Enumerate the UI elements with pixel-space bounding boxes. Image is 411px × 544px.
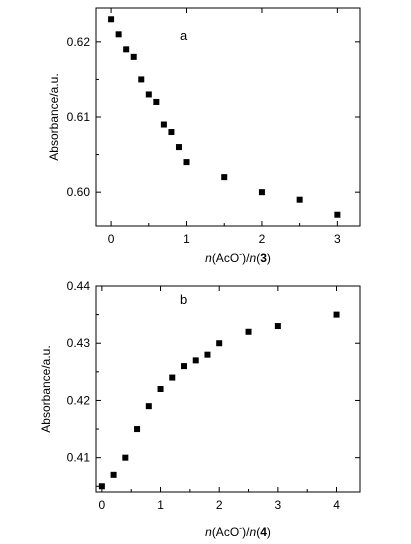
x-tick-label: 3 (275, 498, 282, 512)
x-tick-label: 2 (216, 498, 223, 512)
data-point (333, 311, 340, 318)
data-point (175, 144, 182, 151)
data-point (160, 121, 167, 128)
data-point (110, 471, 117, 478)
panel-label: b (180, 292, 187, 307)
x-tick-label: 0 (108, 232, 115, 246)
x-tick-label: 1 (183, 232, 190, 246)
x-tick-label: 0 (99, 498, 106, 512)
data-point (204, 351, 211, 358)
data-point (157, 386, 164, 392)
data-point (258, 189, 265, 196)
chart-panel-b: 0 1 2 3 4 0.41 0.42 0.43 0.44 b Absorbance/a.u. n(A… (39, 279, 361, 539)
plot-frame (95, 285, 361, 493)
data-point (122, 454, 129, 461)
y-tick-label: 0.44 (67, 279, 91, 293)
y-tick-label: 0.62 (67, 35, 91, 49)
data-point (108, 16, 115, 23)
data-point (130, 53, 137, 60)
data-point (169, 374, 176, 381)
y-axis-title: Absorbance/a.u. (47, 73, 61, 160)
data-point (274, 323, 281, 330)
x-axis-title: n(AcO-)/n(4) (205, 523, 271, 539)
y-axis-title: Absorbance/a.u. (39, 345, 53, 432)
panel-label: a (180, 28, 188, 43)
y-tick-label: 0.61 (67, 110, 91, 124)
data-point (334, 211, 341, 218)
data-point (138, 76, 145, 83)
chart-panel-a: 0 1 2 3 0.60 0.61 0.62 a Absorbance/a.u. n(AcO-)/… (47, 7, 361, 265)
data-point (183, 159, 190, 166)
data-point (145, 91, 152, 98)
data-point (153, 98, 160, 105)
y-tick-label: 0.43 (67, 336, 91, 350)
data-point (98, 483, 105, 490)
data-point (245, 328, 252, 335)
data-point (192, 357, 199, 364)
data-point (134, 426, 141, 433)
x-tick-label: 1 (157, 498, 164, 512)
data-point (123, 46, 130, 53)
x-tick-label: 3 (334, 232, 341, 246)
y-tick-label: 0.60 (67, 185, 91, 199)
x-axis-title: n(AcO-)/n(3) (205, 249, 271, 265)
data-point (221, 174, 228, 181)
plot-frame (95, 7, 361, 227)
data-point (216, 340, 223, 347)
data-point (296, 196, 303, 203)
data-point (168, 129, 175, 136)
data-point (115, 31, 122, 38)
y-tick-label: 0.41 (67, 451, 91, 465)
data-point (145, 403, 152, 410)
x-tick-label: 2 (259, 232, 266, 246)
data-point (181, 363, 187, 370)
y-tick-label: 0.42 (67, 393, 91, 407)
x-tick-label: 4 (333, 498, 340, 512)
